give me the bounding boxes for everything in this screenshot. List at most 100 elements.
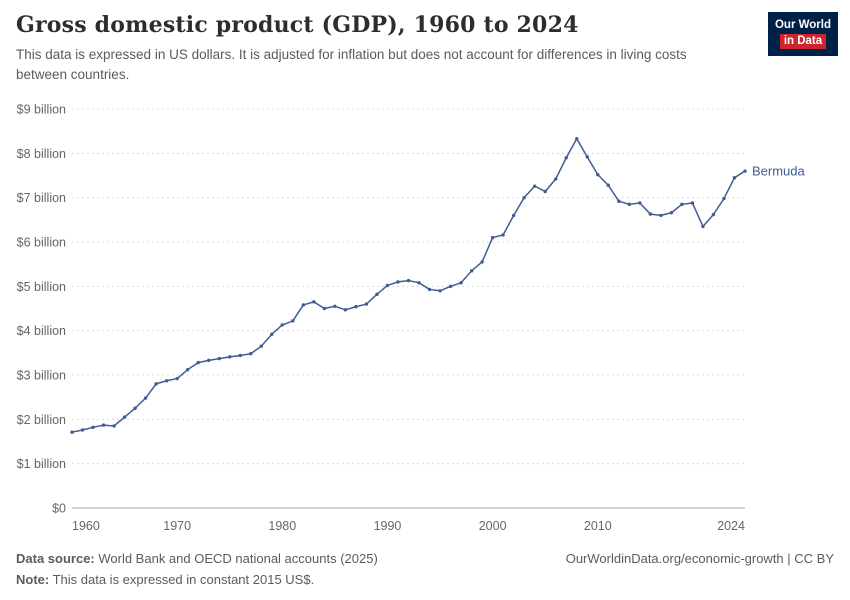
data-point-marker xyxy=(638,201,642,205)
x-tick-label: 2024 xyxy=(717,519,745,533)
data-point-marker xyxy=(701,224,705,229)
data-point-marker xyxy=(70,430,74,434)
data-point-marker xyxy=(185,367,190,372)
series-label-bermuda: Bermuda xyxy=(752,164,806,179)
data-point-marker xyxy=(322,306,327,311)
x-tick-label: 1980 xyxy=(268,519,296,533)
x-tick-label: 1970 xyxy=(163,519,191,533)
data-point-marker xyxy=(406,278,411,283)
y-tick-label: $5 billion xyxy=(17,280,66,294)
data-point-marker xyxy=(711,212,716,217)
data-point-marker xyxy=(333,304,337,308)
logo-line-1: Our World xyxy=(774,19,831,31)
footer-source-block: Data source: World Bank and OECD nationa… xyxy=(16,548,378,590)
data-source-text: World Bank and OECD national accounts (2… xyxy=(94,550,378,566)
data-point-marker xyxy=(659,213,663,218)
data-point-marker xyxy=(122,415,127,419)
data-point-marker xyxy=(680,202,684,207)
x-tick-label: 2000 xyxy=(479,519,507,533)
data-point-marker xyxy=(490,235,495,240)
data-point-marker xyxy=(154,382,158,386)
y-tick-label: $2 billion xyxy=(17,413,66,427)
chart-header: Gross domestic product (GDP), 1960 to 20… xyxy=(16,12,838,84)
data-point-marker xyxy=(480,260,484,264)
chart-footer: Data source: World Bank and OECD nationa… xyxy=(16,548,834,590)
data-point-marker xyxy=(91,425,95,430)
data-point-marker xyxy=(448,284,453,289)
data-point-marker xyxy=(532,184,537,188)
data-point-marker xyxy=(196,360,200,365)
note-label: Note: xyxy=(16,571,50,587)
data-point-marker xyxy=(596,172,600,177)
data-point-marker xyxy=(175,376,179,381)
title-block: Gross domestic product (GDP), 1960 to 20… xyxy=(16,12,724,84)
x-tick-label: 1960 xyxy=(72,519,100,533)
data-point-marker xyxy=(80,428,85,432)
data-point-marker xyxy=(501,233,505,237)
data-source-label: Data source: xyxy=(16,550,95,566)
data-point-marker xyxy=(228,355,232,359)
data-point-marker xyxy=(417,281,421,285)
data-point-marker xyxy=(238,353,242,358)
data-point-marker xyxy=(427,287,432,292)
y-tick-label: $8 billion xyxy=(17,147,66,161)
data-point-marker xyxy=(522,195,526,200)
note-line: Note: This data is expressed in constant… xyxy=(16,569,378,590)
data-point-marker xyxy=(564,156,568,160)
y-tick-label: $6 billion xyxy=(17,236,66,250)
data-point-marker xyxy=(732,176,737,180)
data-point-marker xyxy=(543,189,547,194)
data-point-marker xyxy=(101,423,106,427)
y-tick-label: $3 billion xyxy=(17,369,66,383)
data-point-marker xyxy=(722,196,726,201)
owid-url-link[interactable]: OurWorldinData.org/economic-growth | CC … xyxy=(565,550,834,566)
data-point-marker xyxy=(743,169,747,173)
y-tick-label: $4 billion xyxy=(17,324,66,338)
data-point-marker xyxy=(364,302,369,306)
data-point-marker xyxy=(280,323,285,327)
data-point-marker xyxy=(617,199,621,203)
data-point-marker xyxy=(270,332,274,336)
data-point-marker xyxy=(291,319,295,323)
data-point-marker xyxy=(164,379,169,383)
data-point-marker xyxy=(669,211,674,215)
data-point-marker xyxy=(554,177,558,181)
data-point-marker xyxy=(396,280,400,284)
footer-link-block: OurWorldinData.org/economic-growth | CC … xyxy=(566,548,834,569)
data-point-marker xyxy=(606,183,610,187)
data-point-marker xyxy=(217,356,221,361)
data-point-marker xyxy=(133,406,137,410)
data-point-marker xyxy=(343,308,348,312)
gdp-line-bermuda xyxy=(71,137,746,433)
y-tick-label: $7 billion xyxy=(17,191,66,205)
data-point-marker xyxy=(438,289,442,293)
data-point-marker xyxy=(469,269,474,273)
data-point-marker xyxy=(249,352,253,356)
data-point-marker xyxy=(459,281,463,285)
data-point-marker xyxy=(112,424,116,428)
data-point-marker xyxy=(627,202,632,207)
data-point-marker xyxy=(143,396,148,400)
data-point-marker xyxy=(585,155,589,159)
y-tick-label: $0 xyxy=(52,502,66,516)
owid-logo[interactable]: Our World in Data xyxy=(767,12,838,56)
data-point-marker xyxy=(385,283,390,288)
data-point-marker xyxy=(648,212,653,216)
logo-line-2: in Data xyxy=(779,33,827,49)
data-point-marker xyxy=(301,303,306,307)
page-title: Gross domestic product (GDP), 1960 to 20… xyxy=(16,12,579,38)
data-source-line: Data source: World Bank and OECD nationa… xyxy=(16,548,378,569)
chart-subtitle: This data is expressed in US dollars. It… xyxy=(16,47,687,82)
note-text: This data is expressed in constant 2015 … xyxy=(49,571,315,587)
y-tick-label: $9 billion xyxy=(17,103,66,117)
y-tick-label: $1 billion xyxy=(17,457,66,471)
x-tick-label: 2010 xyxy=(584,519,612,533)
data-point-marker xyxy=(575,137,579,141)
data-point-marker xyxy=(207,358,211,363)
data-point-marker xyxy=(312,300,316,304)
data-point-marker xyxy=(354,305,358,309)
data-point-marker xyxy=(259,344,263,348)
data-point-marker xyxy=(511,213,516,218)
